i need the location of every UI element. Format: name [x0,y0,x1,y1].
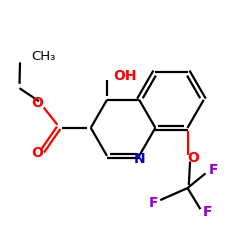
Text: CH₃: CH₃ [31,50,56,63]
Text: F: F [148,196,158,210]
Text: O: O [31,146,43,160]
Text: F: F [208,163,218,177]
Text: O: O [31,96,43,110]
Text: F: F [202,206,212,220]
Text: N: N [133,152,145,166]
Text: OH: OH [114,69,137,83]
Text: O: O [187,152,199,166]
